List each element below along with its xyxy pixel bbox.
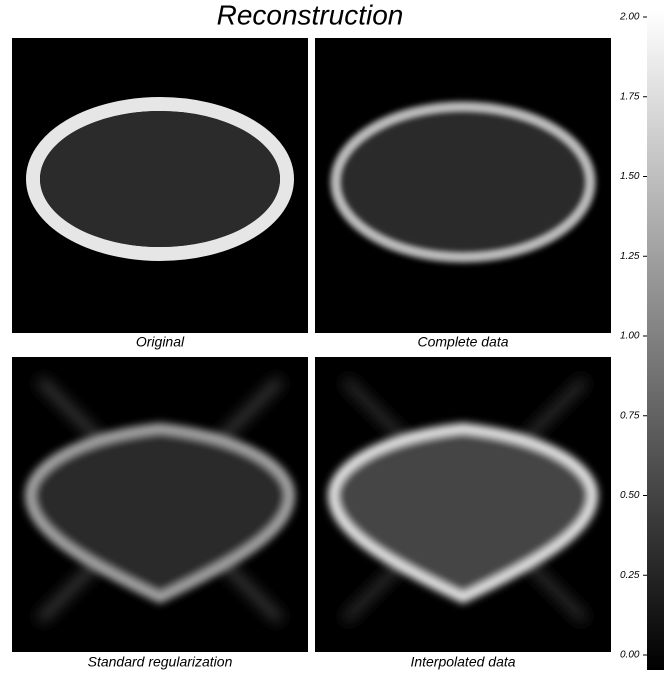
panel-standard [12,357,308,652]
figure: Reconstruction Original Complete data St… [0,0,664,675]
tick-label: 0.25 [620,570,640,581]
panel-interpolated [315,357,611,652]
colorbar [647,10,664,670]
tick-label: 1.25 [620,251,640,262]
panel-label: Original [136,334,185,350]
colorbar-ticks: 0.00 0.25 0.50 0.75 1.00 1.25 1.50 1.75 2.00 [619,12,647,661]
panel-label: Complete data [417,334,508,350]
panel-original [12,38,308,333]
tick-label: 1.50 [620,171,640,182]
panel-label: Standard regularization [88,654,233,670]
panel-complete [315,38,611,333]
panel-label: Interpolated data [410,654,515,670]
title: Reconstruction [217,0,404,30]
tick-label: 1.00 [620,331,640,342]
tick-label: 0.50 [620,490,640,501]
tick-label: 0.00 [620,650,640,661]
tick-label: 2.00 [619,12,640,23]
tick-label: 0.75 [620,410,640,421]
tick-label: 1.75 [620,91,640,102]
